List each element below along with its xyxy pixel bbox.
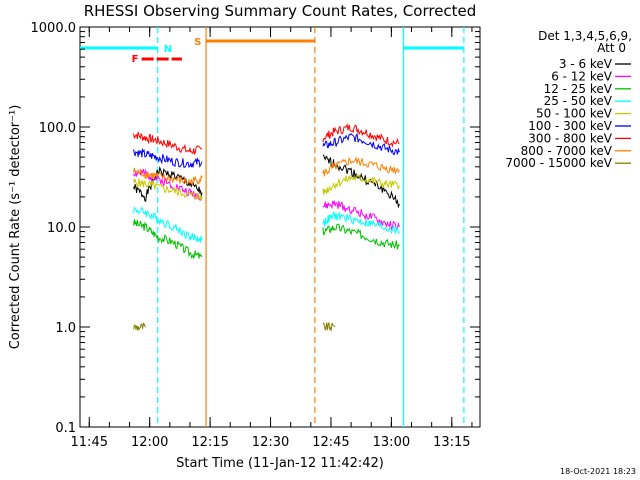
series-line	[133, 147, 203, 169]
legend-label: 6 - 12 keV	[551, 69, 613, 83]
x-axis-label: Start Time (11-Jan-12 11:42:42)	[176, 456, 384, 471]
y-tick-label: 1.0	[55, 321, 76, 336]
series-line	[133, 219, 203, 259]
series-line	[322, 223, 400, 250]
x-tick-label: 13:15	[433, 435, 470, 450]
legend-label: 12 - 25 keV	[544, 82, 613, 96]
legend-label: 7000 - 15000 keV	[505, 156, 612, 170]
y-tick-label: 10.0	[47, 221, 76, 236]
legend-label: 50 - 100 keV	[536, 107, 613, 121]
x-tick-label: 13:00	[373, 435, 410, 450]
series-line	[322, 156, 400, 177]
series-line	[322, 322, 336, 331]
y-tick-label: 0.1	[55, 421, 76, 436]
legend-label: 25 - 50 keV	[544, 94, 613, 108]
x-tick-label: 12:45	[312, 435, 349, 450]
series-line	[133, 205, 203, 243]
series-line	[133, 177, 203, 201]
y-tick-label: 100.0	[39, 121, 76, 136]
series-line	[322, 211, 400, 235]
footer-date: 18-Oct-2021 18:23	[560, 467, 636, 476]
x-tick-label: 12:15	[191, 435, 228, 450]
annotation-label: S	[194, 37, 201, 48]
legend-header-1: Det 1,3,4,5,6,9,	[538, 29, 632, 43]
annotation-label: N	[164, 44, 172, 55]
series-line	[322, 132, 400, 155]
legend-header-2: Att 0	[597, 41, 626, 55]
y-axis: 0.1 1.0 10.0 100.0 1000.0	[31, 21, 480, 436]
series-line	[322, 199, 400, 232]
y-axis-label: Corrected Count Rate (s⁻¹ detector⁻¹)	[8, 105, 23, 350]
series-line	[322, 123, 400, 148]
series-line	[133, 167, 203, 186]
series-group	[133, 123, 400, 332]
x-tick-label: 11:45	[71, 435, 108, 450]
segment-lines	[80, 27, 465, 427]
series-line	[133, 131, 203, 156]
series-line	[322, 174, 400, 196]
series-line	[133, 322, 146, 332]
x-tick-label: 12:30	[252, 435, 289, 450]
x-tick-label: 12:00	[131, 435, 168, 450]
legend-label: 800 - 7000 keV	[521, 144, 613, 158]
x-axis: 11:45 12:00 12:15 12:30 12:45 13:00 13:15	[71, 27, 473, 450]
y-tick-label: 1000.0	[31, 21, 77, 36]
annotation-label: F	[132, 54, 139, 65]
legend-label: 3 - 6 keV	[559, 57, 613, 71]
legend-label: 100 - 300 keV	[528, 119, 612, 133]
chart-title: RHESSI Observing Summary Count Rates, Co…	[84, 2, 477, 20]
plot-frame	[79, 26, 481, 428]
annotation-labels: N S F	[132, 37, 202, 65]
legend-label: 300 - 800 keV	[528, 131, 612, 145]
